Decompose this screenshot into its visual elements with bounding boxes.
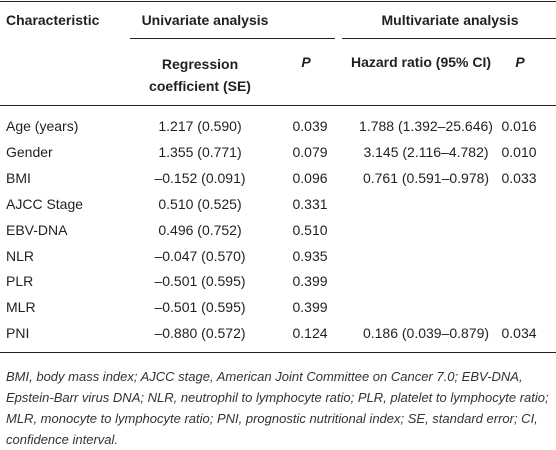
- table-cell: –0.501 (0.595): [154, 273, 246, 290]
- header-cell: Hazard ratio (95% CI): [350, 54, 492, 70]
- row-label: Gender: [6, 143, 53, 160]
- table-cell: 0.010: [501, 143, 537, 160]
- table-cell: 0.079: [292, 143, 328, 160]
- row-label: EBV-DNA: [6, 221, 68, 238]
- table-cell: 0.510 (0.525): [158, 195, 242, 212]
- table-cell: 0.935: [292, 247, 328, 264]
- table-cell: 0.124: [292, 325, 328, 342]
- table-cell: 0.761 (0.591–0.978): [362, 169, 490, 186]
- top-rule: [0, 1, 556, 2]
- table-cell: –0.880 (0.572): [154, 325, 246, 342]
- span-rule: [130, 38, 335, 39]
- row-label: BMI: [6, 169, 31, 186]
- header-cell: Regression coefficient (SE): [149, 56, 251, 94]
- header-rule: [0, 105, 556, 106]
- row-label: AJCC Stage: [6, 195, 84, 212]
- row-label: PNI: [6, 325, 30, 342]
- table-cell: –0.047 (0.570): [154, 247, 246, 264]
- table-cell: 0.033: [501, 169, 537, 186]
- header-cell: P: [515, 54, 525, 70]
- table-cell: 0.096: [292, 169, 328, 186]
- row-label: PLR: [6, 273, 34, 290]
- table-cell: 1.788 (1.392–25.646): [359, 118, 493, 134]
- span-rule: [342, 38, 556, 39]
- table-cell: 0.034: [501, 325, 537, 342]
- table-cell: 0.399: [292, 273, 328, 290]
- table-cell: 0.186 (0.039–0.879): [362, 325, 490, 342]
- bottom-rule: [0, 352, 556, 353]
- header-cell: P: [301, 54, 311, 70]
- header-cell: Multivariate analysis: [381, 12, 519, 28]
- header-cell: Characteristic: [6, 12, 100, 28]
- table-cell: –0.501 (0.595): [154, 299, 246, 316]
- table-cell: 0.016: [501, 118, 537, 134]
- table-cell: 0.496 (0.752): [158, 221, 242, 238]
- row-label: Age (years): [6, 118, 79, 134]
- row-label: MLR: [6, 299, 36, 316]
- header-cell: Univariate analysis: [141, 12, 269, 28]
- table-cell: 1.217 (0.590): [158, 118, 242, 134]
- table-cell: 0.331: [292, 195, 328, 212]
- table-cell: 0.510: [292, 221, 328, 238]
- table-cell: 3.145 (2.116–4.782): [363, 143, 489, 160]
- row-label: NLR: [6, 247, 35, 264]
- footnote: BMI, body mass index; AJCC stage, Americ…: [6, 369, 549, 447]
- table-cell: –0.152 (0.091): [154, 169, 246, 186]
- table-cell: 1.355 (0.771): [158, 143, 242, 160]
- table-cell: 0.039: [292, 118, 328, 134]
- table-cell: 0.399: [292, 299, 328, 316]
